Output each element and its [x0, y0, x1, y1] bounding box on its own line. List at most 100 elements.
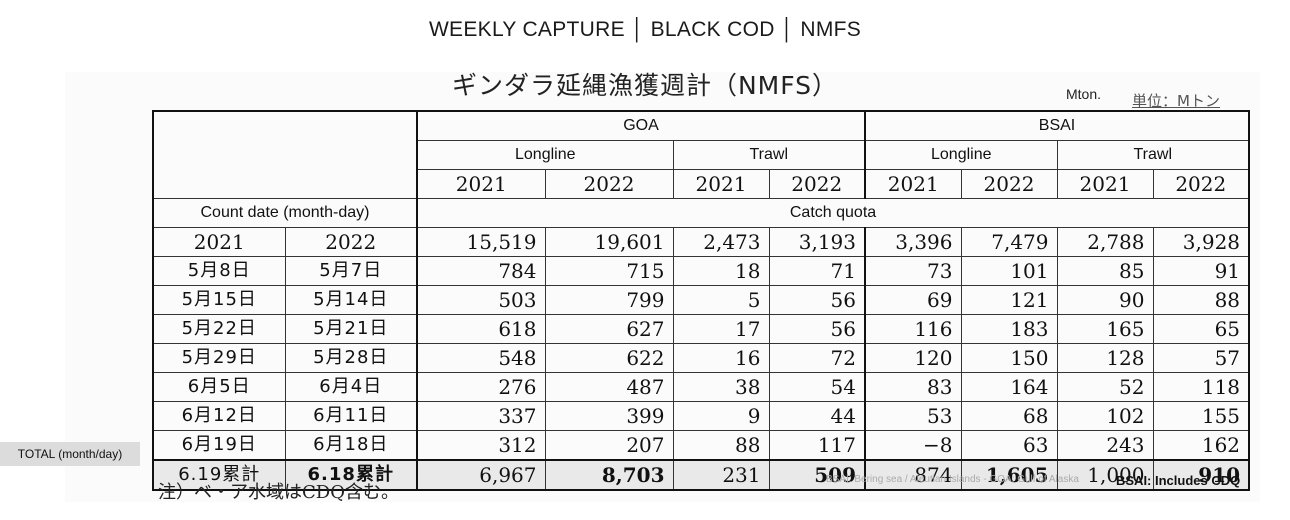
catch-quota-label: Catch quota: [415, 198, 1250, 228]
quota-cell: 2,473: [672, 227, 770, 257]
catch-cell: 399: [544, 401, 674, 431]
goa-trawl-header: Trawl: [672, 140, 866, 170]
catch-cell: 54: [768, 372, 866, 402]
date-2022-cell: 5月14日: [284, 285, 418, 315]
japanese-table-title: ギンダラ延縄漁獲週計（NMFS）: [451, 71, 839, 100]
region-goa-header: GOA: [416, 110, 866, 141]
catch-cell: 65: [1152, 314, 1250, 344]
catch-cell: 784: [416, 256, 546, 286]
catch-cell: 548: [416, 343, 546, 373]
catch-cell: 17: [672, 314, 770, 344]
year-header: 2022: [768, 169, 866, 199]
quota-cell: 7,479: [960, 227, 1058, 257]
quota-cell: 3,193: [768, 227, 866, 257]
year-header: 2022: [544, 169, 674, 199]
weekly-capture-table: GOA BSAI Longline Trawl Longline Trawl 2…: [152, 110, 1251, 491]
count-date-label: Count date (month-day): [152, 198, 418, 228]
catch-cell: 91: [1152, 256, 1250, 286]
date-2021-cell: 6月19日: [152, 430, 286, 461]
catch-cell: 121: [960, 285, 1058, 315]
catch-cell: 162: [1152, 430, 1250, 461]
year-header: 2021: [672, 169, 770, 199]
bsai-longline-header: Longline: [864, 140, 1058, 170]
catch-cell: 487: [544, 372, 674, 402]
quota-year-2022: 2022: [284, 227, 418, 257]
year-header: 2022: [960, 169, 1058, 199]
catch-cell: 83: [864, 372, 962, 402]
catch-cell: 9: [672, 401, 770, 431]
goa-longline-header: Longline: [416, 140, 674, 170]
unit-label-japanese: 単位：Mトン: [1132, 92, 1220, 110]
quota-cell: 3,396: [864, 227, 962, 257]
catch-cell: 56: [768, 314, 866, 344]
total-cell: 874: [864, 459, 962, 491]
footnote-japanese: 注）ベ・ア水域はCDQ含む。: [158, 482, 399, 503]
region-bsai-header: BSAI: [863, 110, 1250, 141]
catch-cell: 53: [864, 401, 962, 431]
quota-cell: 3,928: [1152, 227, 1250, 257]
catch-cell: 243: [1056, 430, 1154, 461]
catch-cell: 150: [960, 343, 1058, 373]
total-cell: 8,703: [544, 459, 674, 491]
year-header: 2021: [1056, 169, 1154, 199]
catch-cell: 57: [1152, 343, 1250, 373]
footnote-bsai-cdq: BSAI: Includes CDQ: [1116, 473, 1241, 488]
quota-cell: 2,788: [1056, 227, 1154, 257]
total-cell: 509: [768, 459, 866, 491]
catch-cell: 165: [1056, 314, 1154, 344]
total-date-2021: 6.19累計: [152, 459, 286, 491]
catch-cell: 44: [768, 401, 866, 431]
catch-cell: 68: [960, 401, 1058, 431]
date-2022-cell: 5月21日: [284, 314, 418, 344]
table-row: 5月22日 5月21日 618 627 17 56 116 183 165 65: [152, 314, 1250, 344]
catch-cell: 118: [1152, 372, 1250, 402]
catch-cell: 276: [416, 372, 546, 402]
quota-year-2021: 2021: [152, 227, 286, 257]
catch-cell: 52: [1056, 372, 1154, 402]
date-2022-cell: 6月11日: [284, 401, 418, 431]
date-2021-cell: 5月29日: [152, 343, 286, 373]
catch-cell: 799: [544, 285, 674, 315]
table-row: 5月8日 5月7日 784 715 18 71 73 101 85 91: [152, 256, 1250, 286]
catch-cell: 71: [768, 256, 866, 286]
catch-cell: 337: [416, 401, 546, 431]
date-2021-cell: 5月8日: [152, 256, 286, 286]
catch-cell: 503: [416, 285, 546, 315]
catch-cell: 120: [864, 343, 962, 373]
catch-cell: 73: [864, 256, 962, 286]
catch-cell: 207: [544, 430, 674, 461]
page-header-title: WEEKLY CAPTURE │ BLACK COD │ NMFS: [428, 18, 862, 41]
date-2022-cell: 5月28日: [284, 343, 418, 373]
header-row-region: GOA BSAI: [152, 110, 1250, 199]
year-header: 2021: [416, 169, 546, 199]
total-cell: 1,000: [1056, 459, 1154, 491]
catch-cell: 102: [1056, 401, 1154, 431]
unit-label-english: Mton.: [1066, 86, 1102, 102]
quota-cell: 19,601: [544, 227, 674, 257]
catch-cell: 38: [672, 372, 770, 402]
year-header: 2022: [1152, 169, 1250, 199]
catch-cell: 618: [416, 314, 546, 344]
quota-row: 2021 2022 15,519 19,601 2,473 3,193 3,39…: [152, 227, 1250, 257]
footnote-region-legend: BSAI: Bering sea / Aleutian Islands - GO…: [826, 474, 1079, 485]
header-row-gear: Longline Trawl Longline Trawl: [153, 140, 1250, 170]
year-header: 2021: [864, 169, 962, 199]
table-row: 5月15日 5月14日 503 799 5 56 69 121 90 88: [152, 285, 1250, 315]
header-blank-cell: [152, 110, 418, 199]
catch-cell: 90: [1056, 285, 1154, 315]
catch-cell: 183: [960, 314, 1058, 344]
catch-cell: 155: [1152, 401, 1250, 431]
date-2021-cell: 6月12日: [152, 401, 286, 431]
catch-cell: 88: [672, 430, 770, 461]
catch-cell: 164: [960, 372, 1058, 402]
total-cell: 1,605: [960, 459, 1058, 491]
date-2022-cell: 6月4日: [284, 372, 418, 402]
table-row: 6月12日 6月11日 337 399 9 44 53 68 102 155: [152, 401, 1250, 431]
catch-cell: 622: [544, 343, 674, 373]
total-cell: 231: [672, 459, 770, 491]
catch-cell: 117: [768, 430, 866, 461]
catch-cell: 72: [768, 343, 866, 373]
catch-cell: −8: [864, 430, 962, 461]
catch-cell: 85: [1056, 256, 1154, 286]
catch-cell: 128: [1056, 343, 1154, 373]
